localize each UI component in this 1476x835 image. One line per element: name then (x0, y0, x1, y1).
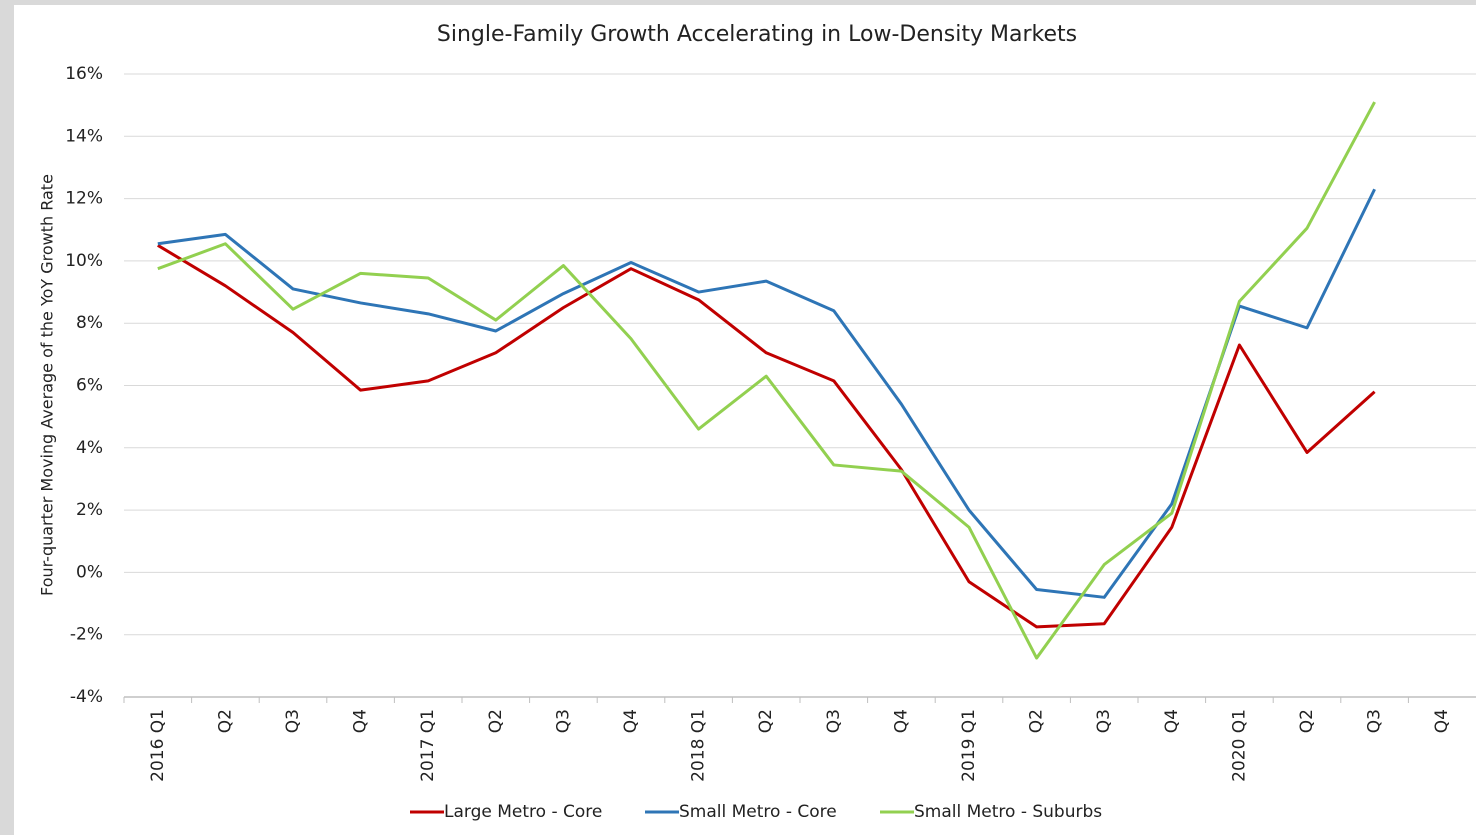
series-line (157, 101, 1376, 660)
x-tick-label: Q4 (621, 709, 641, 733)
y-tick-label: 8% (76, 313, 103, 333)
series-line (157, 244, 1376, 629)
y-tick-label: 6% (76, 376, 103, 396)
x-tick-label: Q2 (1297, 709, 1317, 733)
x-tick-label: Q4 (351, 709, 371, 733)
x-tick-label: Q3 (553, 709, 573, 733)
x-tick-label: Q4 (1162, 709, 1182, 733)
x-tick-label: Q2 (215, 709, 235, 733)
y-tick-label: 12% (65, 189, 103, 209)
x-tick-label: 2019 Q1 (959, 709, 979, 782)
x-tick-label: 2018 Q1 (689, 709, 709, 782)
y-axis-label: Four-quarter Moving Average of the YoY G… (38, 174, 57, 596)
x-tick-label: Q2 (756, 709, 776, 733)
y-tick-label: -2% (70, 625, 103, 645)
x-tick-label: Q3 (283, 709, 303, 733)
x-tick-label: Q4 (891, 709, 911, 733)
legend-label: Large Metro - Core (444, 802, 602, 822)
y-tick-label: 14% (65, 126, 103, 146)
y-tick-label: -4% (70, 687, 103, 707)
legend-label: Small Metro - Suburbs (914, 802, 1102, 822)
legend-label: Small Metro - Core (679, 802, 837, 822)
x-tick-label: Q4 (1432, 709, 1452, 733)
x-tick-label: Q3 (1365, 709, 1385, 733)
series-line (157, 188, 1376, 599)
y-tick-label: 4% (76, 438, 103, 458)
x-tick-label: 2017 Q1 (418, 709, 438, 782)
x-tick-label: Q3 (1094, 709, 1114, 733)
y-tick-label: 16% (65, 64, 103, 84)
x-tick-label: Q3 (824, 709, 844, 733)
y-tick-label: 0% (76, 562, 103, 582)
y-tick-label: 2% (76, 500, 103, 520)
x-tick-label: 2016 Q1 (148, 709, 168, 782)
x-tick-label: 2020 Q1 (1229, 709, 1249, 782)
y-tick-label: 10% (65, 251, 103, 271)
chart-title: Single-Family Growth Accelerating in Low… (437, 22, 1077, 47)
x-tick-label: Q2 (1027, 709, 1047, 733)
x-tick-label: Q2 (486, 709, 506, 733)
